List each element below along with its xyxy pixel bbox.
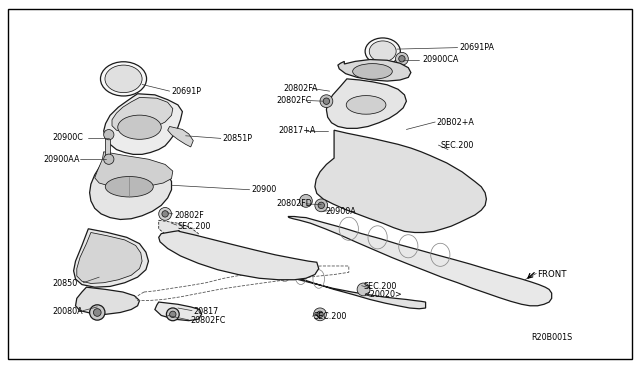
Polygon shape <box>159 231 319 280</box>
Text: 20802FA: 20802FA <box>283 84 317 93</box>
Circle shape <box>323 98 330 105</box>
Circle shape <box>396 52 408 65</box>
Text: 20900: 20900 <box>251 185 276 194</box>
Text: 20817+A: 20817+A <box>278 126 316 135</box>
Polygon shape <box>168 126 193 147</box>
Text: 20802FD: 20802FD <box>276 199 312 208</box>
Text: 20900AA: 20900AA <box>44 155 80 164</box>
Ellipse shape <box>346 96 386 114</box>
Polygon shape <box>74 229 148 287</box>
Ellipse shape <box>105 177 154 197</box>
Circle shape <box>314 308 326 321</box>
Polygon shape <box>95 152 173 187</box>
Text: SEC.200: SEC.200 <box>440 141 474 150</box>
Text: SEC.200: SEC.200 <box>364 282 397 291</box>
Text: 20900A: 20900A <box>325 207 356 216</box>
Circle shape <box>300 195 312 207</box>
Ellipse shape <box>100 62 147 96</box>
Circle shape <box>315 199 328 212</box>
Text: 20850: 20850 <box>52 279 77 288</box>
Circle shape <box>159 208 172 220</box>
Polygon shape <box>155 302 202 321</box>
Circle shape <box>90 305 105 320</box>
Polygon shape <box>90 155 172 219</box>
Text: R20B001S: R20B001S <box>531 333 572 342</box>
Text: SEC.200: SEC.200 <box>178 222 211 231</box>
Text: SEC.200: SEC.200 <box>314 312 347 321</box>
Polygon shape <box>338 60 411 81</box>
Polygon shape <box>76 287 140 314</box>
Text: 20900CA: 20900CA <box>422 55 459 64</box>
Circle shape <box>357 283 370 296</box>
Text: 20080A: 20080A <box>52 307 83 316</box>
Ellipse shape <box>353 64 392 79</box>
Text: 20691PA: 20691PA <box>460 43 495 52</box>
Text: 20802F: 20802F <box>174 211 204 219</box>
Circle shape <box>104 129 114 140</box>
Ellipse shape <box>369 41 396 62</box>
Ellipse shape <box>365 38 401 65</box>
Ellipse shape <box>118 115 161 139</box>
Circle shape <box>104 154 114 164</box>
Circle shape <box>93 309 101 316</box>
Polygon shape <box>105 135 110 159</box>
Polygon shape <box>112 97 173 132</box>
Text: <20020>: <20020> <box>364 290 403 299</box>
Text: 20900C: 20900C <box>52 133 83 142</box>
Polygon shape <box>315 130 486 232</box>
Polygon shape <box>227 257 426 309</box>
Circle shape <box>317 311 323 318</box>
Polygon shape <box>326 79 406 128</box>
Text: 20817: 20817 <box>193 307 218 316</box>
Circle shape <box>320 95 333 108</box>
Polygon shape <box>288 217 552 306</box>
Circle shape <box>166 308 179 321</box>
Circle shape <box>162 211 168 217</box>
Polygon shape <box>104 94 182 154</box>
Circle shape <box>399 55 405 62</box>
Ellipse shape <box>105 65 142 93</box>
Text: 20802FC: 20802FC <box>276 96 312 105</box>
Circle shape <box>170 311 176 318</box>
Text: FRONT: FRONT <box>538 270 567 279</box>
Polygon shape <box>77 232 142 283</box>
Circle shape <box>318 202 324 209</box>
Text: 20B02+A: 20B02+A <box>436 118 474 126</box>
Text: 20691P: 20691P <box>172 87 202 96</box>
Text: 20802FC: 20802FC <box>190 316 225 325</box>
Polygon shape <box>159 220 198 244</box>
Text: 20851P: 20851P <box>223 134 253 143</box>
